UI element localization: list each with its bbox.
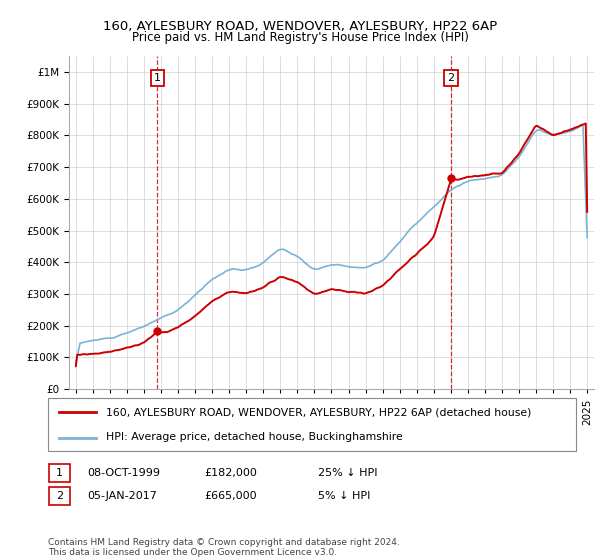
Text: 160, AYLESBURY ROAD, WENDOVER, AYLESBURY, HP22 6AP (detached house): 160, AYLESBURY ROAD, WENDOVER, AYLESBURY… xyxy=(106,408,532,418)
Text: HPI: Average price, detached house, Buckinghamshire: HPI: Average price, detached house, Buck… xyxy=(106,432,403,442)
Text: £182,000: £182,000 xyxy=(204,468,257,478)
Text: 05-JAN-2017: 05-JAN-2017 xyxy=(87,491,157,501)
Text: 1: 1 xyxy=(154,73,161,83)
Text: 08-OCT-1999: 08-OCT-1999 xyxy=(87,468,160,478)
Text: Contains HM Land Registry data © Crown copyright and database right 2024.
This d: Contains HM Land Registry data © Crown c… xyxy=(48,538,400,557)
Text: 160, AYLESBURY ROAD, WENDOVER, AYLESBURY, HP22 6AP: 160, AYLESBURY ROAD, WENDOVER, AYLESBURY… xyxy=(103,20,497,32)
Text: £665,000: £665,000 xyxy=(204,491,257,501)
FancyBboxPatch shape xyxy=(49,464,70,482)
Text: 2: 2 xyxy=(448,73,455,83)
FancyBboxPatch shape xyxy=(49,487,70,505)
Text: 1: 1 xyxy=(56,468,63,478)
Text: 5% ↓ HPI: 5% ↓ HPI xyxy=(318,491,370,501)
FancyBboxPatch shape xyxy=(48,398,576,451)
Text: 2: 2 xyxy=(56,491,63,501)
Text: Price paid vs. HM Land Registry's House Price Index (HPI): Price paid vs. HM Land Registry's House … xyxy=(131,31,469,44)
Text: 25% ↓ HPI: 25% ↓ HPI xyxy=(318,468,377,478)
